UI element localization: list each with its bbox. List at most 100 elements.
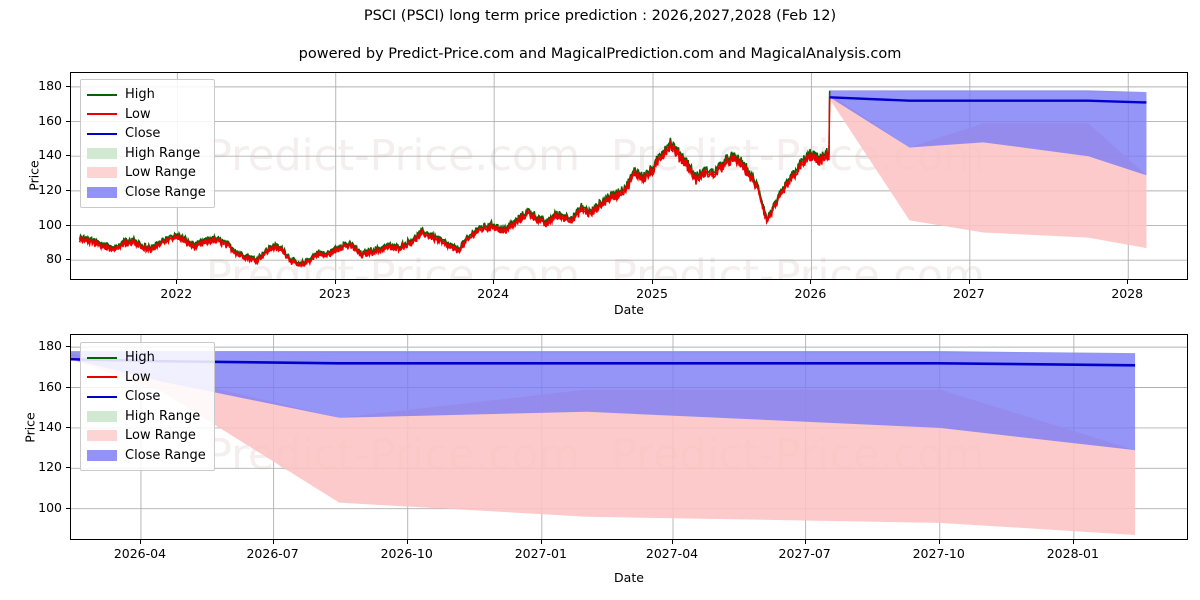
x-tick-mark: [968, 280, 970, 284]
legend-patch-swatch: [87, 186, 117, 198]
y-tick-mark: [66, 189, 70, 191]
y-tick-mark: [66, 85, 70, 87]
legend-item-high[interactable]: High: [87, 85, 206, 105]
y-tick-mark: [66, 155, 70, 157]
bottom-chart-series: [71, 351, 1136, 535]
bottom-chart-x-axis-label: Date: [614, 570, 644, 585]
x-tick-label: 2023: [318, 286, 351, 301]
legend-item-high[interactable]: High: [87, 348, 206, 368]
legend-item-close-range[interactable]: Close Range: [87, 446, 206, 466]
y-tick-label: 180: [38, 77, 62, 93]
x-tick-mark: [1072, 540, 1074, 544]
legend-item-label: Low: [125, 106, 151, 122]
y-tick-mark: [66, 120, 70, 122]
y-tick-label: 160: [38, 378, 62, 394]
legend-item-low-range[interactable]: Low Range: [87, 426, 206, 446]
bottom-chart-plot-area: Predict-Price.com Predict-Price.com: [70, 334, 1188, 540]
x-tick-label: 2028-01: [1046, 546, 1099, 561]
legend-item-label: Close: [125, 389, 161, 405]
legend-patch-swatch: [87, 449, 117, 461]
y-tick-label: 140: [38, 418, 62, 434]
close-range-band: [829, 90, 1147, 176]
x-tick-label: 2026: [794, 286, 827, 301]
top-chart-legend[interactable]: High Low Close High Range Low Range Close Ran…: [80, 79, 215, 208]
x-tick-label: 2027-07: [778, 546, 831, 561]
legend-item-label: Close Range: [125, 184, 206, 200]
legend-line-swatch: [87, 132, 117, 135]
x-tick-mark: [176, 280, 178, 284]
legend-item-label: High Range: [125, 145, 201, 161]
y-tick-label: 120: [38, 459, 62, 475]
x-tick-mark: [804, 540, 806, 544]
bottom-chart-legend[interactable]: High Low Close High Range Low Range Close Ran…: [80, 342, 215, 471]
x-tick-label: 2025: [636, 286, 668, 301]
y-tick-label: 100: [38, 216, 62, 232]
legend-item-label: High: [125, 350, 155, 366]
x-tick-label: 2024: [477, 286, 510, 301]
legend-patch-swatch: [87, 147, 117, 159]
x-tick-mark: [672, 540, 673, 544]
legend-line-swatch: [87, 356, 117, 359]
legend-line-swatch: [87, 113, 117, 116]
legend-patch-swatch: [87, 410, 117, 422]
y-tick-mark: [66, 386, 70, 388]
legend-item-label: Low Range: [125, 165, 196, 181]
x-tick-mark: [272, 540, 274, 544]
legend-line-swatch: [87, 93, 117, 96]
legend-line-swatch: [87, 395, 117, 398]
y-tick-mark: [66, 224, 70, 226]
y-tick-mark: [66, 259, 70, 261]
top-price-chart-panel: Price Date Predict-Price.com Predict-Pri…: [27, 72, 1188, 317]
x-tick-label: 2027-10: [912, 546, 965, 561]
x-tick-label: 2027-01: [514, 546, 567, 561]
legend-item-label: Low: [125, 369, 151, 385]
y-tick-label: 100: [38, 499, 62, 515]
legend-item-close[interactable]: Close: [87, 387, 206, 407]
x-tick-mark: [810, 280, 812, 284]
x-tick-mark: [938, 540, 940, 544]
legend-item-low[interactable]: Low: [87, 105, 206, 125]
y-tick-mark: [66, 346, 70, 348]
legend-patch-swatch: [87, 430, 117, 442]
y-tick-label: 180: [38, 338, 62, 354]
legend-item-label: High: [125, 87, 155, 103]
legend-item-high-range[interactable]: High Range: [87, 407, 206, 427]
legend-item-low-range[interactable]: Low Range: [87, 163, 206, 183]
x-tick-label: 2026-10: [380, 546, 433, 561]
x-tick-mark: [139, 540, 141, 544]
x-tick-mark: [1127, 280, 1129, 284]
x-tick-mark: [540, 540, 542, 544]
x-tick-mark: [652, 280, 653, 284]
figure-subtitle: powered by Predict-Price.com and Magical…: [298, 46, 902, 62]
legend-item-label: High Range: [125, 408, 201, 424]
y-tick-mark: [66, 426, 70, 428]
x-tick-label: 2026-07: [246, 546, 299, 561]
x-tick-mark: [334, 280, 336, 284]
legend-item-low[interactable]: Low: [87, 368, 206, 388]
legend-item-label: Close: [125, 126, 161, 142]
y-tick-mark: [66, 467, 70, 469]
forecast-close-line: [829, 96, 1147, 104]
y-tick-label: 80: [46, 251, 62, 267]
y-tick-label: 140: [38, 147, 62, 163]
legend-item-close-range[interactable]: Close Range: [87, 183, 206, 203]
legend-item-high-range[interactable]: High Range: [87, 144, 206, 164]
y-tick-label: 120: [38, 181, 62, 197]
x-tick-label: 2027-04: [645, 546, 699, 561]
legend-item-close[interactable]: Close: [87, 124, 206, 144]
x-tick-label: 2022: [160, 286, 193, 301]
x-tick-label: 2028: [1111, 286, 1144, 301]
legend-item-label: Close Range: [125, 447, 206, 463]
legend-patch-swatch: [87, 167, 117, 179]
history-close-line: [78, 93, 831, 267]
x-tick-mark: [493, 280, 495, 284]
top-chart-series: [78, 90, 1147, 269]
legend-line-swatch: [87, 376, 117, 379]
x-tick-label: 2027: [952, 286, 985, 301]
x-tick-mark: [406, 540, 408, 544]
y-tick-label: 160: [38, 112, 62, 128]
close-range-band: [71, 351, 1136, 451]
bottom-forecast-chart-panel: Price Date Predict-Price.com Predict-Pri…: [0, 320, 1200, 600]
top-chart-x-axis-label: Date: [614, 302, 644, 317]
